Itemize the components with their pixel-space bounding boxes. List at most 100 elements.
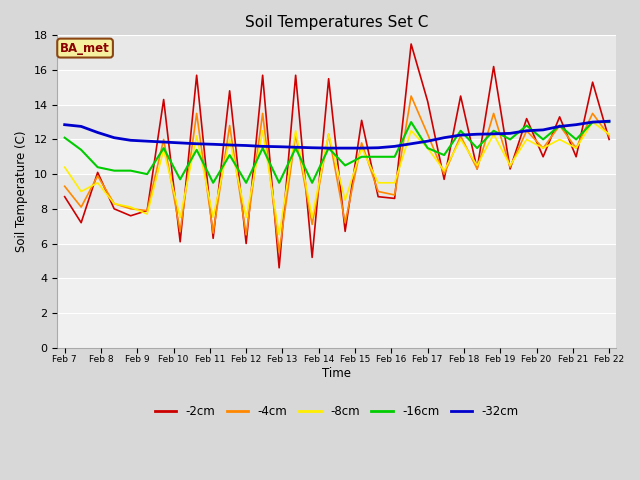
-8cm bbox=[457, 136, 465, 142]
-16cm bbox=[341, 163, 349, 168]
-32cm bbox=[457, 132, 465, 138]
-4cm bbox=[424, 132, 431, 137]
-2cm bbox=[308, 254, 316, 260]
-16cm bbox=[209, 180, 217, 186]
-8cm bbox=[556, 136, 563, 142]
-2cm bbox=[61, 194, 68, 200]
-16cm bbox=[259, 145, 266, 151]
-32cm bbox=[358, 145, 365, 151]
-4cm bbox=[589, 110, 596, 116]
-32cm bbox=[143, 138, 151, 144]
-16cm bbox=[94, 164, 102, 170]
-32cm bbox=[325, 145, 333, 151]
-2cm bbox=[292, 72, 300, 78]
-32cm bbox=[110, 135, 118, 141]
-2cm bbox=[506, 166, 514, 172]
-32cm bbox=[160, 139, 168, 145]
-2cm bbox=[374, 194, 382, 200]
-16cm bbox=[77, 147, 85, 153]
-2cm bbox=[143, 208, 151, 214]
-32cm bbox=[424, 138, 431, 144]
Bar bbox=[58, 174, 616, 209]
-2cm bbox=[176, 239, 184, 245]
-4cm bbox=[160, 136, 168, 142]
-4cm bbox=[143, 208, 151, 214]
-32cm bbox=[226, 142, 234, 148]
Line: -4cm: -4cm bbox=[65, 96, 609, 252]
-16cm bbox=[127, 168, 134, 174]
-8cm bbox=[474, 163, 481, 168]
-16cm bbox=[110, 168, 118, 174]
-32cm bbox=[605, 119, 613, 124]
Line: -8cm: -8cm bbox=[65, 122, 609, 235]
Bar bbox=[58, 70, 616, 105]
-2cm bbox=[540, 154, 547, 160]
-4cm bbox=[440, 171, 448, 177]
Bar bbox=[58, 243, 616, 278]
-2cm bbox=[589, 79, 596, 85]
-4cm bbox=[226, 123, 234, 129]
-8cm bbox=[391, 180, 399, 186]
-2cm bbox=[605, 136, 613, 142]
-2cm bbox=[243, 240, 250, 246]
-4cm bbox=[193, 110, 200, 116]
-4cm bbox=[506, 164, 514, 170]
-32cm bbox=[556, 123, 563, 129]
-16cm bbox=[176, 177, 184, 182]
-16cm bbox=[143, 171, 151, 177]
Bar bbox=[58, 139, 616, 174]
-4cm bbox=[490, 110, 497, 116]
-32cm bbox=[523, 128, 531, 133]
-2cm bbox=[94, 169, 102, 175]
-8cm bbox=[358, 145, 365, 151]
-4cm bbox=[523, 128, 531, 133]
-4cm bbox=[325, 132, 333, 137]
-4cm bbox=[374, 189, 382, 194]
-8cm bbox=[243, 215, 250, 220]
-4cm bbox=[127, 206, 134, 212]
-32cm bbox=[193, 141, 200, 147]
-4cm bbox=[391, 192, 399, 198]
-8cm bbox=[176, 215, 184, 220]
Line: -16cm: -16cm bbox=[65, 122, 609, 183]
-2cm bbox=[226, 88, 234, 94]
-32cm bbox=[490, 131, 497, 137]
-2cm bbox=[160, 96, 168, 102]
-8cm bbox=[143, 211, 151, 217]
-8cm bbox=[589, 119, 596, 125]
-16cm bbox=[374, 154, 382, 160]
-16cm bbox=[243, 180, 250, 186]
-2cm bbox=[325, 76, 333, 82]
-16cm bbox=[474, 145, 481, 151]
-4cm bbox=[556, 123, 563, 129]
-4cm bbox=[474, 166, 481, 172]
-8cm bbox=[325, 132, 333, 137]
-32cm bbox=[440, 135, 448, 141]
-16cm bbox=[556, 123, 563, 129]
-16cm bbox=[424, 145, 431, 151]
-32cm bbox=[391, 144, 399, 149]
-8cm bbox=[61, 164, 68, 170]
-16cm bbox=[490, 128, 497, 133]
-4cm bbox=[243, 232, 250, 238]
-2cm bbox=[358, 118, 365, 123]
-16cm bbox=[358, 154, 365, 160]
-2cm bbox=[523, 116, 531, 121]
-16cm bbox=[325, 145, 333, 151]
-16cm bbox=[292, 145, 300, 151]
Y-axis label: Soil Temperature (C): Soil Temperature (C) bbox=[15, 131, 28, 252]
-4cm bbox=[572, 145, 580, 151]
-32cm bbox=[540, 127, 547, 133]
-16cm bbox=[589, 119, 596, 125]
-8cm bbox=[605, 132, 613, 137]
Legend: -2cm, -4cm, -8cm, -16cm, -32cm: -2cm, -4cm, -8cm, -16cm, -32cm bbox=[150, 400, 524, 423]
-2cm bbox=[424, 98, 431, 104]
-8cm bbox=[94, 180, 102, 186]
-4cm bbox=[77, 204, 85, 210]
-16cm bbox=[275, 180, 283, 186]
Line: -32cm: -32cm bbox=[65, 121, 609, 148]
-2cm bbox=[572, 154, 580, 160]
-8cm bbox=[407, 128, 415, 133]
-8cm bbox=[506, 163, 514, 168]
-32cm bbox=[275, 144, 283, 150]
